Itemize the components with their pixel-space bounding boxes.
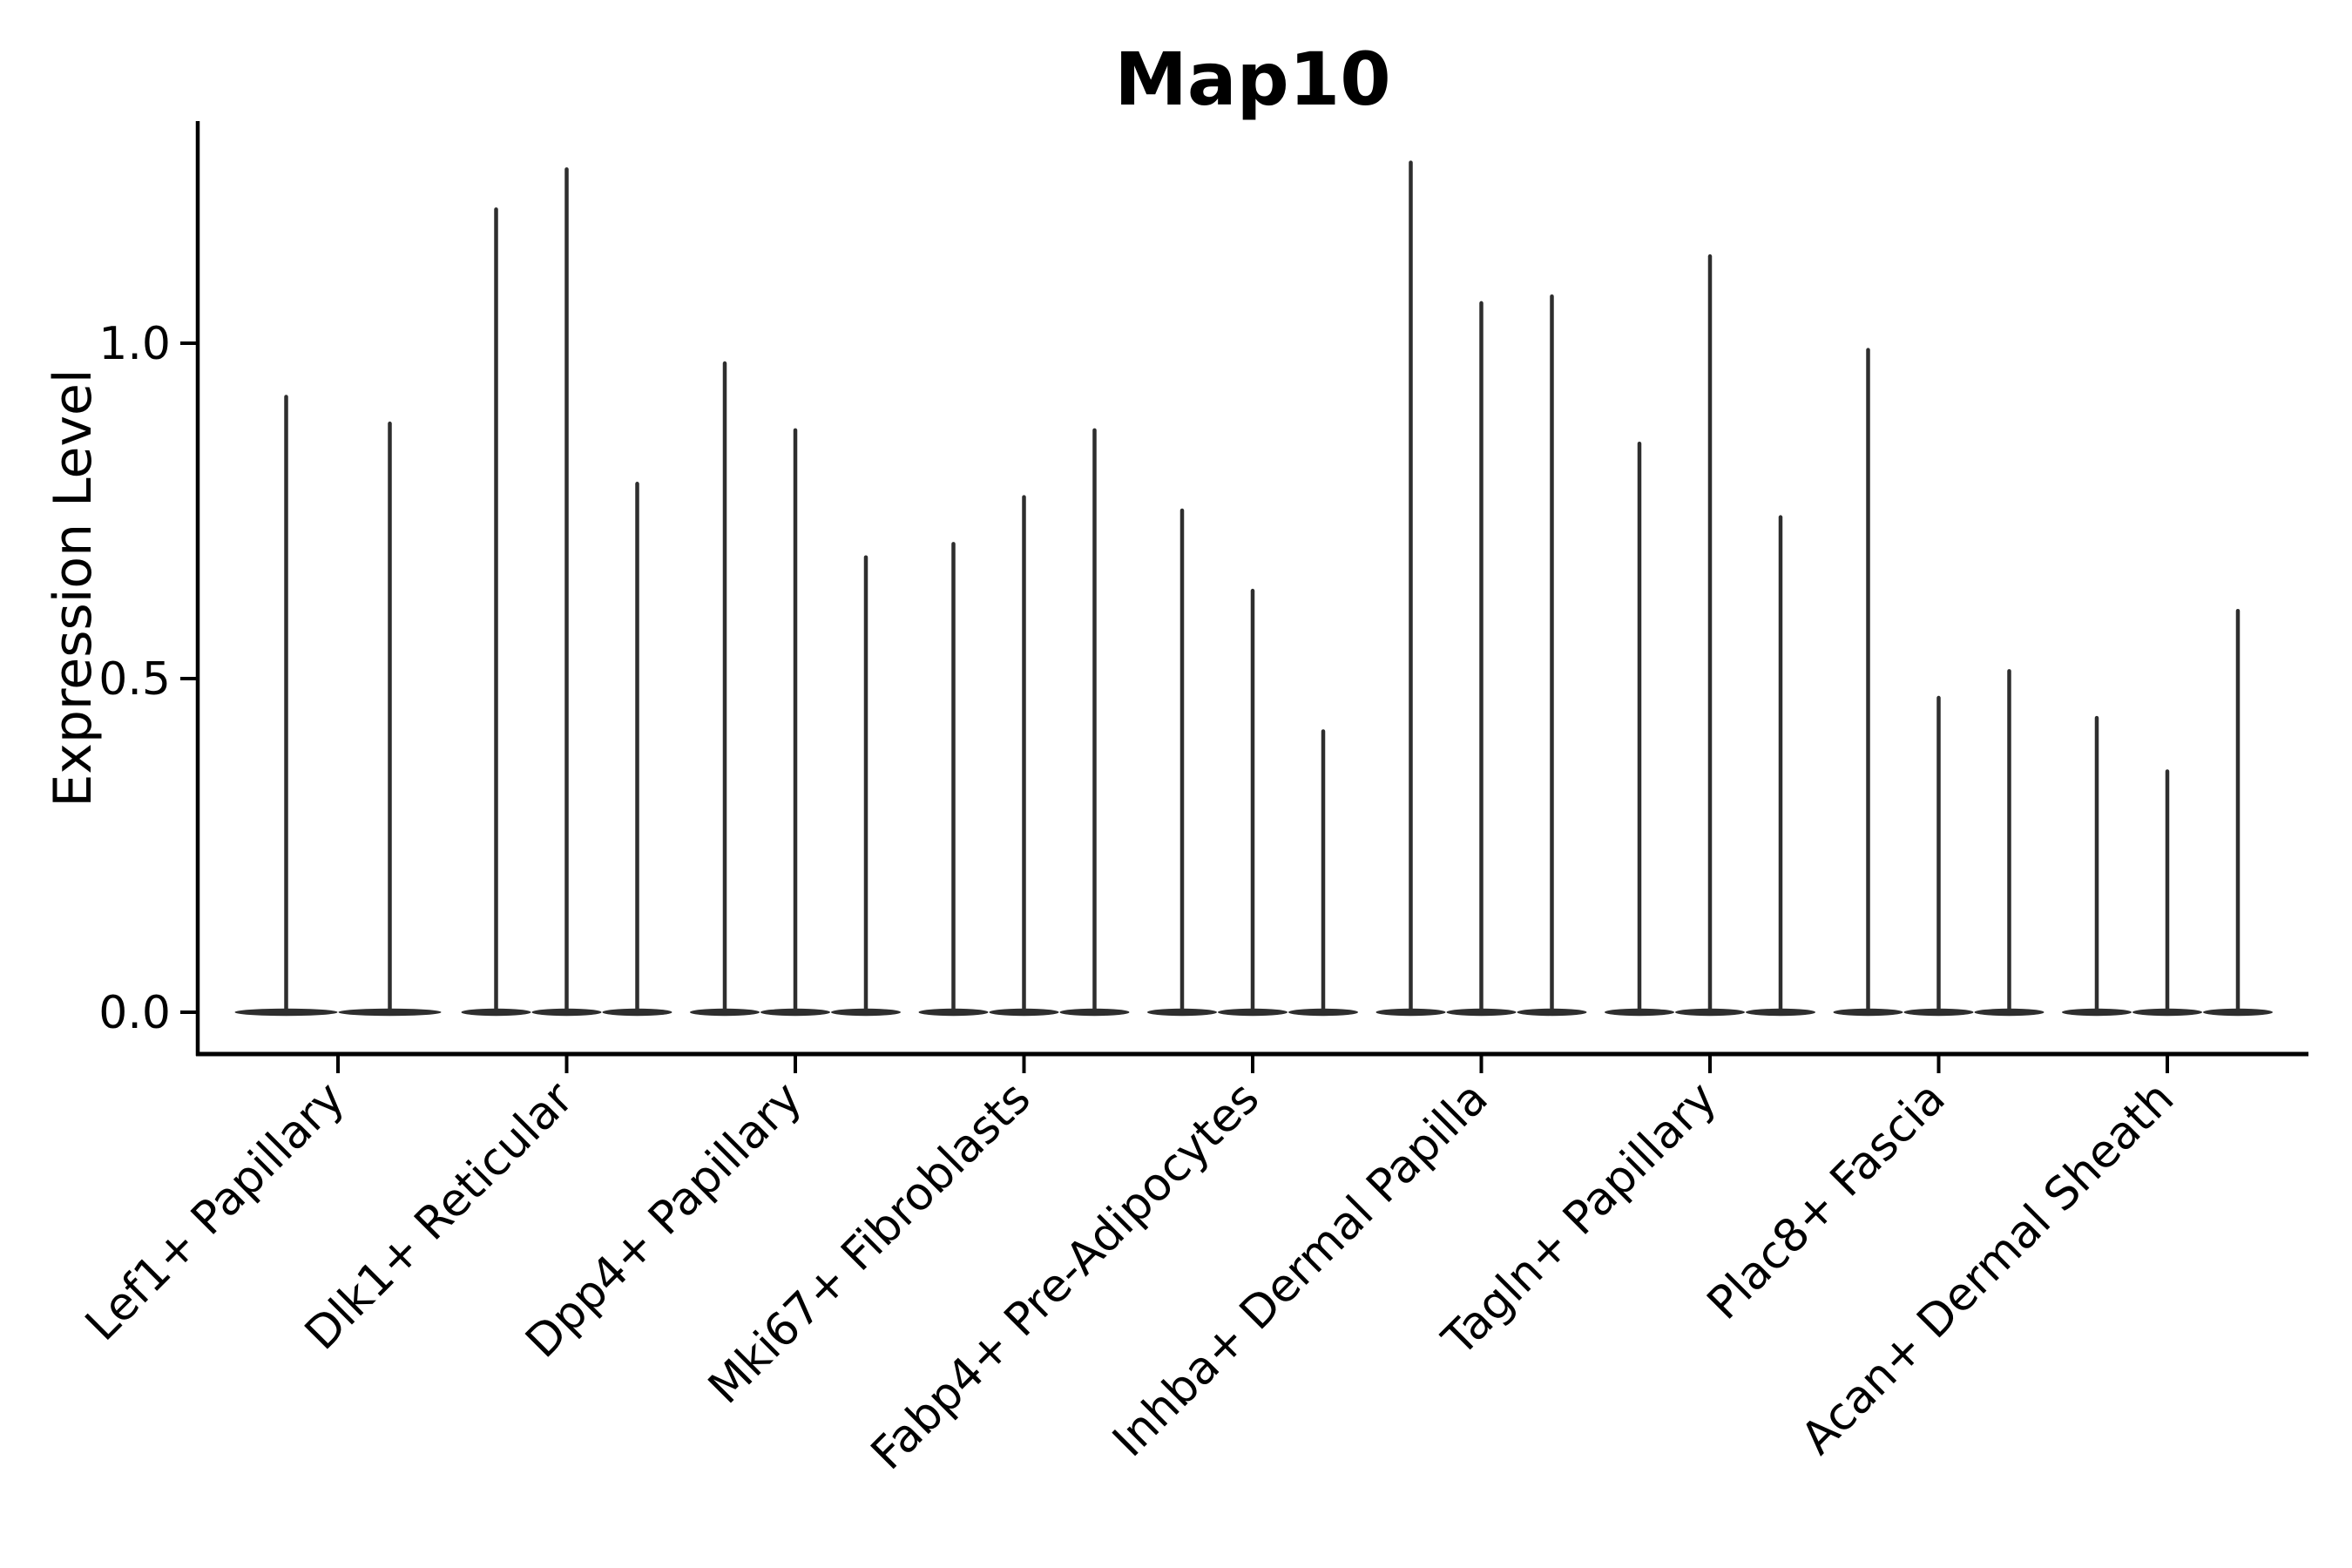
y-tick-labels: 0.0 0.5 1.0 <box>98 318 171 1039</box>
x-tick-label: Acan+ Dermal Sheath <box>1792 1072 2185 1465</box>
y-tick-label-0.0: 0.0 <box>98 987 171 1039</box>
x-tick-label: Fabp4+ Pre-Adipocytes <box>862 1072 1269 1480</box>
x-tick-marks <box>336 1054 2169 1073</box>
x-tick-label: Plac8+ Fascia <box>1698 1072 1956 1330</box>
y-tick-marks <box>180 341 198 1014</box>
y-tick-label-0.5: 0.5 <box>98 653 171 706</box>
y-axis-label: Expression Level <box>43 368 104 807</box>
x-tick-label: Inhba+ Dermal Papilla <box>1103 1072 1497 1467</box>
violins <box>234 160 2273 1017</box>
y-tick-label-1.0: 1.0 <box>98 318 171 370</box>
chart-title: Map10 <box>1114 37 1390 122</box>
